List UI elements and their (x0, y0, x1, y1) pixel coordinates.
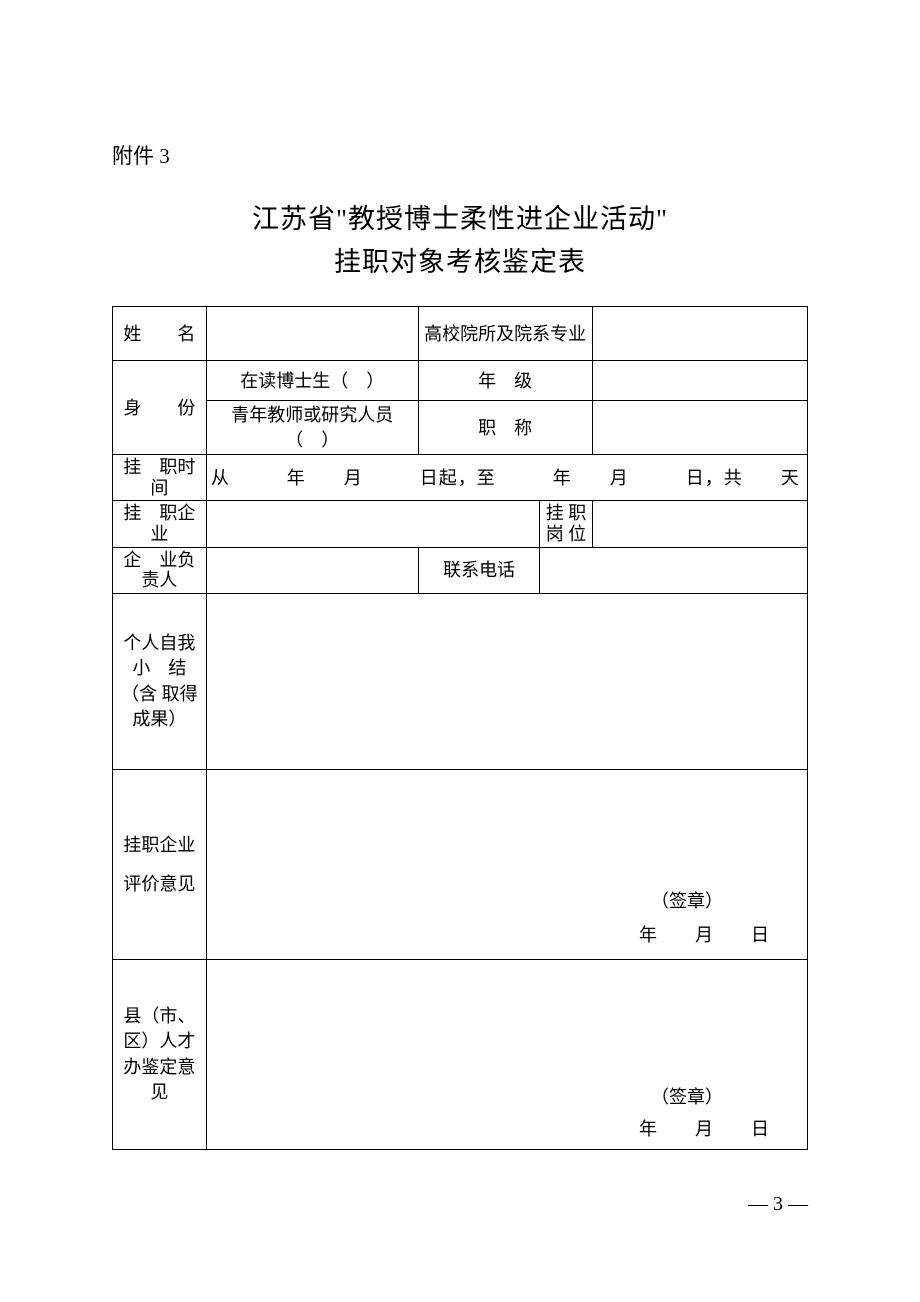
row-enterprise: 挂 职企 业 挂 职岗 位 (113, 501, 808, 547)
label-enterprise-opinion: 挂职企业 评价意见 (113, 770, 207, 960)
title-line-1: 江苏省"教授博士柔性进企业活动" (112, 198, 808, 241)
label-county-opinion: 县（市、区）人才办鉴定意 见 (113, 960, 207, 1150)
row-identity-1: 身 份 在读博士生（ ） 年 级 (113, 361, 808, 401)
county-date: 年 月 日 (639, 1117, 779, 1141)
value-grade (592, 361, 807, 401)
value-enterprise-opinion: （签章） 年 月 日 (206, 770, 807, 960)
row-duration: 挂 职时 间 从 年 月 日起，至 年 月 日，共 天 (113, 454, 808, 500)
enterprise-date: 年 月 日 (639, 923, 779, 947)
label-post: 挂 职岗 位 (540, 501, 592, 547)
label-identity: 身 份 (113, 361, 207, 455)
label-phone: 联系电话 (418, 547, 540, 593)
title-line-2: 挂职对象考核鉴定表 (112, 241, 808, 284)
document-title: 江苏省"教授博士柔性进企业活动" 挂职对象考核鉴定表 (112, 198, 808, 284)
value-self-summary (206, 594, 807, 770)
row-enterprise-opinion: 挂职企业 评价意见 （签章） 年 月 日 (113, 770, 808, 960)
label-enterprise-leader: 企 业负责人 (113, 547, 207, 593)
row-self-summary: 个人自我小 结（含 取得成果） (113, 594, 808, 770)
value-duration: 从 年 月 日起，至 年 月 日，共 天 (206, 454, 807, 500)
row-county-opinion: 县（市、区）人才办鉴定意 见 （签章） 年 月 日 (113, 960, 808, 1150)
label-school-major: 高校院所及院系专业 (418, 307, 592, 361)
label-phd-candidate: 在读博士生（ ） (206, 361, 418, 401)
value-post (592, 501, 807, 547)
page-number: — 3 — (748, 1193, 808, 1216)
value-school-major (592, 307, 807, 361)
value-name (206, 307, 418, 361)
label-name: 姓 名 (113, 307, 207, 361)
row-enterprise-leader: 企 业负责人 联系电话 (113, 547, 808, 593)
attachment-label: 附件 3 (112, 140, 808, 170)
label-enterprise: 挂 职企 业 (113, 501, 207, 547)
label-grade: 年 级 (418, 361, 592, 401)
label-young-teacher: 青年教师或研究人员（ ） (206, 401, 418, 455)
label-self-summary: 个人自我小 结（含 取得成果） (113, 594, 207, 770)
value-enterprise (206, 501, 540, 547)
label-enterprise-opinion-l2: 评价意见 (117, 872, 202, 896)
value-phone (540, 547, 808, 593)
row-identity-2: 青年教师或研究人员（ ） 职 称 (113, 401, 808, 455)
value-title-rank (592, 401, 807, 455)
value-county-opinion: （签章） 年 月 日 (206, 960, 807, 1150)
label-title-rank: 职 称 (418, 401, 592, 455)
enterprise-seal: （签章） (651, 889, 723, 913)
label-enterprise-opinion-l1: 挂职企业 (117, 833, 202, 857)
row-name: 姓 名 高校院所及院系专业 (113, 307, 808, 361)
county-seal: （签章） (651, 1085, 723, 1109)
label-duration: 挂 职时 间 (113, 454, 207, 500)
value-enterprise-leader (206, 547, 418, 593)
evaluation-form-table: 姓 名 高校院所及院系专业 身 份 在读博士生（ ） 年 级 青年教师或研究人员… (112, 306, 808, 1150)
